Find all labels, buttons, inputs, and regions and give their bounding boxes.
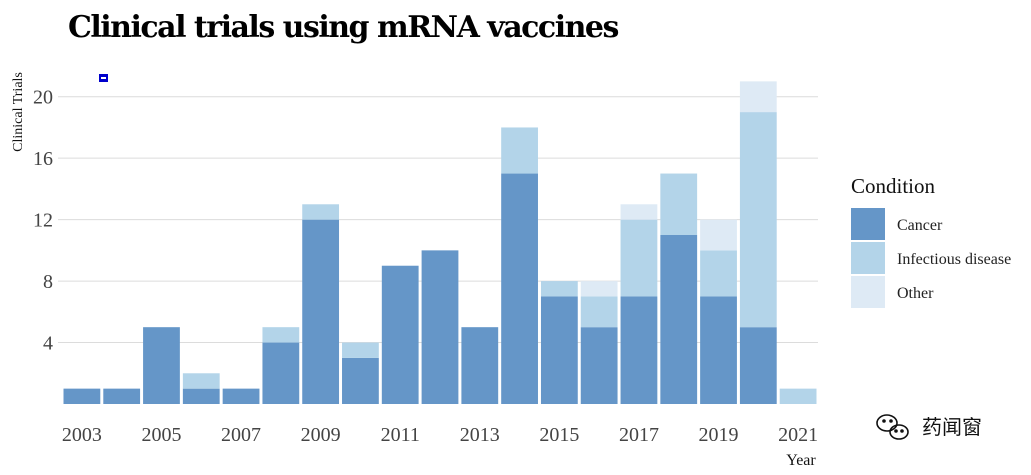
y-tick-label: 8 [43,271,53,293]
bar-2010-cancer [342,357,379,404]
bar-2005-cancer [143,327,180,404]
bar-2018-cancer [660,235,698,404]
bar-2018-infectious-disease [660,173,698,235]
bar-2011-cancer [381,265,419,404]
y-tick-label: 4 [43,333,53,355]
bar-2020-other [739,81,777,113]
bar-2006-cancer [182,388,220,404]
watermark-text: 药闻窗 [922,415,982,439]
bar-2014-cancer [501,173,538,404]
bar-2006-infectious-disease [182,373,220,389]
bar-2019-other [700,219,737,251]
legend-label: Cancer [897,217,943,234]
legend-label: Other [897,285,934,302]
bar-2007-cancer [222,388,260,404]
legend-swatch [851,276,885,308]
x-tick-label: 2013 [460,424,500,446]
bar-2008-infectious-disease [262,327,300,343]
legend-swatch [851,208,885,240]
bar-2020-cancer [739,327,777,404]
legend-label: Infectious disease [897,251,1011,268]
legend: Condition Cancer Infectious disease Other [851,174,1011,308]
bar-2019-infectious-disease [700,250,737,297]
bar-2017-other [620,204,658,220]
bar-2003-cancer [63,388,101,404]
bar-2008-cancer [262,342,300,404]
bar-2013-cancer [461,327,499,404]
bar-2016-other [580,281,618,297]
bar-2009-cancer [302,219,340,404]
x-tick-label: 2003 [62,424,102,446]
x-tick-label: 2017 [619,424,659,446]
x-axis-ticks: 2003 2005 2007 2009 2011 2013 2015 2017 2019 2021 [62,424,818,446]
bar-2017-cancer [620,296,658,404]
bar-2019-cancer [700,296,737,404]
bar-2014-infectious-disease [501,127,538,174]
bar-2020-infectious-disease [739,112,777,328]
x-axis-title: Year [786,452,816,469]
bar-2017-infectious-disease [620,219,658,297]
bar-2012-cancer [421,250,459,404]
x-tick-label: 2015 [539,424,579,446]
plot-marker-inner [101,77,106,79]
bar-2009-infectious-disease [302,204,340,220]
y-tick-label: 16 [33,148,53,170]
x-tick-label: 2021 [778,424,818,446]
bar-2015-infectious-disease [540,281,578,297]
x-tick-label: 2011 [381,424,420,446]
x-tick-label: 2009 [301,424,341,446]
bar-2016-cancer [580,327,618,404]
y-axis-ticks: 4 8 12 16 20 [33,87,53,355]
wechat-icon [876,414,909,440]
bars [63,81,817,404]
x-tick-label: 2019 [699,424,739,446]
bar-2016-infectious-disease [580,296,618,328]
y-tick-label: 20 [33,87,53,109]
y-axis-title: Clinical Trials [11,72,26,152]
x-tick-label: 2005 [141,424,181,446]
y-tick-label: 12 [33,210,53,232]
legend-swatch [851,242,885,274]
chart-title: Clinical trials using mRNA vaccines [68,10,618,45]
watermark: 药闻窗 [876,414,982,440]
bar-2004-cancer [103,388,141,404]
bar-2015-cancer [540,296,578,404]
legend-title: Condition [851,174,936,198]
x-tick-label: 2007 [221,424,261,446]
bar-2010-infectious-disease [342,342,379,358]
bar-2021-infectious-disease [779,388,817,404]
